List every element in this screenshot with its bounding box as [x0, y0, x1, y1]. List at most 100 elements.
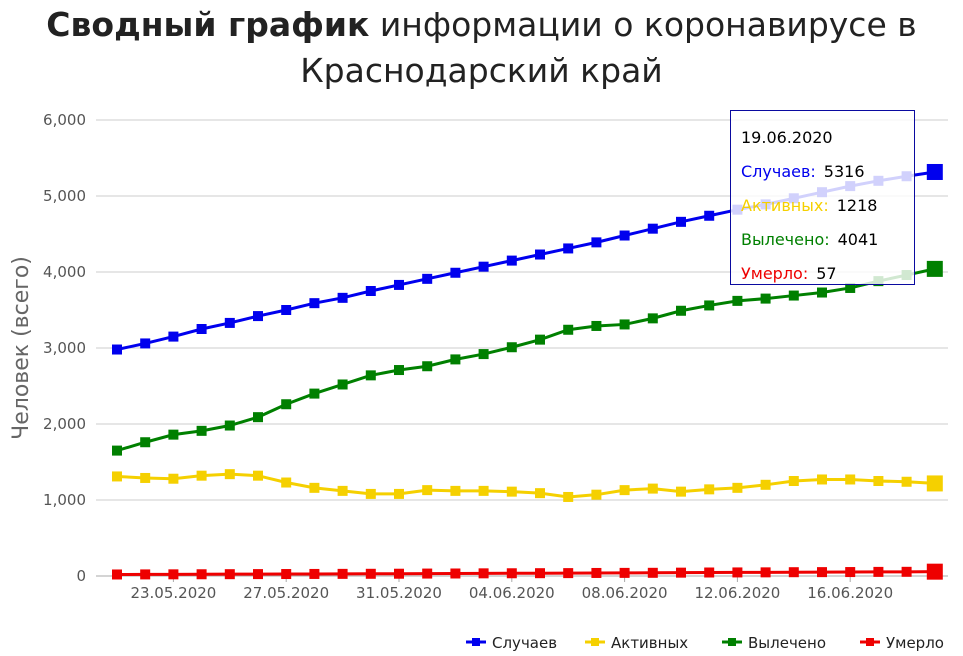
- data-point-cases[interactable]: [647, 223, 658, 234]
- data-point-recovered[interactable]: [732, 295, 743, 306]
- data-point-active[interactable]: [281, 477, 292, 488]
- data-point-active[interactable]: [704, 484, 715, 495]
- data-point-deaths[interactable]: [309, 568, 320, 579]
- data-point-deaths[interactable]: [112, 569, 122, 580]
- data-point-active[interactable]: [535, 488, 545, 499]
- data-point-deaths[interactable]: [676, 567, 686, 578]
- data-point-active[interactable]: [591, 489, 602, 500]
- data-point-recovered[interactable]: [817, 287, 827, 298]
- data-point-deaths[interactable]: [926, 563, 943, 580]
- data-point-recovered[interactable]: [535, 334, 545, 345]
- data-point-deaths[interactable]: [168, 569, 179, 580]
- data-point-cases[interactable]: [196, 324, 207, 334]
- data-point-recovered[interactable]: [140, 437, 151, 448]
- data-point-recovered[interactable]: [422, 361, 433, 372]
- data-point-deaths[interactable]: [732, 567, 743, 578]
- data-point-active[interactable]: [168, 473, 179, 484]
- data-point-deaths[interactable]: [281, 569, 292, 580]
- data-point-deaths[interactable]: [873, 566, 884, 577]
- legend-item-cases[interactable]: Случаев: [466, 634, 557, 652]
- data-point-cases[interactable]: [591, 237, 602, 248]
- data-point-deaths[interactable]: [704, 567, 715, 578]
- data-point-deaths[interactable]: [845, 567, 856, 578]
- data-point-recovered[interactable]: [563, 324, 574, 335]
- data-point-deaths[interactable]: [619, 567, 630, 578]
- data-point-active[interactable]: [309, 482, 320, 493]
- data-point-deaths[interactable]: [450, 568, 461, 579]
- data-point-active[interactable]: [873, 476, 884, 486]
- data-point-cases[interactable]: [704, 210, 715, 221]
- data-point-cases[interactable]: [253, 311, 263, 322]
- data-point-cases[interactable]: [478, 261, 489, 272]
- data-point-active[interactable]: [788, 476, 799, 486]
- data-point-active[interactable]: [394, 488, 404, 499]
- data-point-deaths[interactable]: [506, 568, 517, 579]
- data-point-cases[interactable]: [676, 216, 686, 227]
- data-point-recovered[interactable]: [281, 399, 292, 410]
- data-point-recovered[interactable]: [676, 305, 686, 316]
- data-point-deaths[interactable]: [535, 568, 545, 579]
- data-point-recovered[interactable]: [253, 412, 263, 423]
- data-point-active[interactable]: [422, 485, 433, 496]
- data-point-deaths[interactable]: [817, 567, 827, 578]
- data-point-recovered[interactable]: [394, 365, 404, 376]
- data-point-active[interactable]: [450, 485, 461, 496]
- data-point-deaths[interactable]: [647, 567, 658, 578]
- data-point-active[interactable]: [732, 482, 743, 493]
- data-point-recovered[interactable]: [647, 313, 658, 324]
- data-point-active[interactable]: [112, 471, 122, 482]
- data-point-active[interactable]: [196, 470, 207, 481]
- data-point-active[interactable]: [926, 475, 943, 492]
- data-point-recovered[interactable]: [926, 260, 943, 277]
- data-point-recovered[interactable]: [845, 282, 856, 293]
- data-point-deaths[interactable]: [224, 569, 235, 580]
- data-point-recovered[interactable]: [704, 300, 715, 311]
- data-point-active[interactable]: [337, 485, 348, 496]
- data-point-deaths[interactable]: [760, 567, 771, 578]
- data-point-recovered[interactable]: [112, 445, 122, 456]
- data-point-cases[interactable]: [365, 286, 376, 296]
- data-point-cases[interactable]: [140, 338, 151, 349]
- data-point-active[interactable]: [901, 476, 912, 487]
- data-point-active[interactable]: [817, 474, 827, 485]
- data-point-recovered[interactable]: [591, 320, 602, 331]
- data-point-cases[interactable]: [506, 255, 517, 266]
- data-point-cases[interactable]: [309, 298, 320, 309]
- data-point-active[interactable]: [760, 479, 771, 490]
- data-point-recovered[interactable]: [365, 370, 376, 381]
- data-point-deaths[interactable]: [563, 568, 574, 579]
- data-point-deaths[interactable]: [478, 568, 489, 579]
- data-point-active[interactable]: [365, 488, 376, 499]
- data-point-recovered[interactable]: [168, 429, 179, 440]
- data-point-cases[interactable]: [224, 317, 235, 328]
- data-point-deaths[interactable]: [788, 567, 799, 578]
- data-point-cases[interactable]: [926, 163, 943, 180]
- data-point-cases[interactable]: [168, 331, 179, 342]
- data-point-recovered[interactable]: [196, 425, 207, 436]
- data-point-deaths[interactable]: [901, 566, 912, 577]
- data-point-active[interactable]: [647, 483, 658, 494]
- data-point-active[interactable]: [563, 491, 574, 502]
- data-point-cases[interactable]: [394, 279, 404, 290]
- data-point-deaths[interactable]: [253, 569, 263, 580]
- data-point-cases[interactable]: [337, 292, 348, 303]
- data-point-recovered[interactable]: [450, 354, 461, 365]
- data-point-recovered[interactable]: [478, 349, 489, 360]
- data-point-cases[interactable]: [450, 267, 461, 278]
- data-point-active[interactable]: [619, 485, 630, 496]
- data-point-recovered[interactable]: [337, 379, 348, 390]
- data-point-deaths[interactable]: [422, 568, 433, 579]
- data-point-cases[interactable]: [422, 273, 433, 284]
- data-point-active[interactable]: [140, 472, 151, 483]
- data-point-active[interactable]: [845, 474, 856, 485]
- data-point-deaths[interactable]: [365, 568, 376, 579]
- data-point-deaths[interactable]: [394, 568, 404, 579]
- data-point-active[interactable]: [478, 485, 489, 496]
- data-point-active[interactable]: [506, 486, 517, 497]
- data-point-active[interactable]: [676, 486, 686, 497]
- legend-item-deaths[interactable]: Умерло: [860, 634, 944, 652]
- data-point-deaths[interactable]: [337, 568, 348, 579]
- data-point-recovered[interactable]: [760, 293, 771, 304]
- data-point-recovered[interactable]: [506, 342, 517, 353]
- data-point-recovered[interactable]: [309, 388, 320, 399]
